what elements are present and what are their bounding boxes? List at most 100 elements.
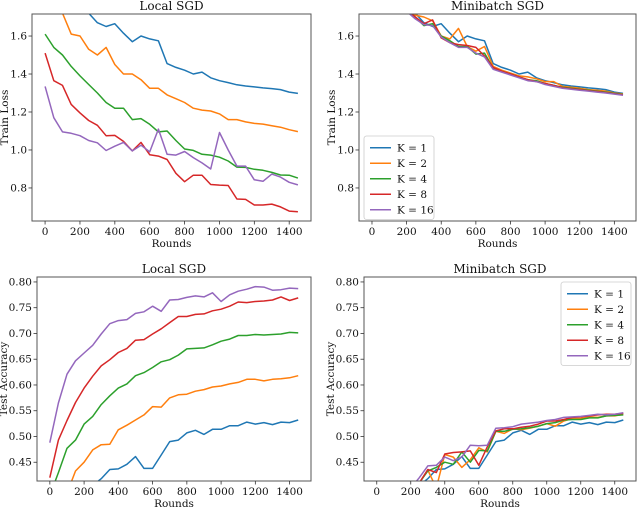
x-tick-label: 0 xyxy=(369,226,376,238)
series-line-k1 xyxy=(415,14,624,95)
series-line-k4 xyxy=(44,33,299,179)
y-tick-label: 0.45 xyxy=(336,457,359,469)
x-tick-label: 1000 xyxy=(533,486,560,498)
series-line-k2 xyxy=(419,413,624,481)
y-axis-label: Test Accuracy xyxy=(0,342,10,417)
series-line-k4 xyxy=(54,331,299,481)
series-line-k8 xyxy=(44,52,298,213)
x-tick-label: 200 xyxy=(70,226,90,238)
axes-frame xyxy=(358,13,637,222)
axes-frame xyxy=(363,276,637,482)
axes-frame xyxy=(31,13,312,222)
panel-3: 0 200 400 600 800 1000 1200 1400 0.45 0.50 0.55 0.6… xyxy=(325,262,637,508)
x-tick-label: 800 xyxy=(500,226,520,238)
legend-entry-label: K = 2 xyxy=(397,158,427,170)
y-tick-label: 1.4 xyxy=(337,69,354,81)
legend-entry-label: K = 4 xyxy=(594,320,624,332)
x-tick-label: 400 xyxy=(105,226,125,238)
y-axis-label: Train Loss xyxy=(0,90,11,146)
y-tick-label: 0.55 xyxy=(336,405,359,417)
y-tick-label: 1.0 xyxy=(337,144,354,156)
x-tick-label: 1400 xyxy=(601,226,628,238)
y-tick-label: 0.65 xyxy=(336,354,359,366)
x-tick-label: 800 xyxy=(503,486,523,498)
y-tick-label: 0.70 xyxy=(336,328,359,340)
y-tick-label: 1.2 xyxy=(10,106,27,118)
x-tick-label: 0 xyxy=(373,486,380,498)
x-tick-label: 1400 xyxy=(276,226,303,238)
y-tick-label: 1.6 xyxy=(337,31,354,43)
y-tick-label: 1.4 xyxy=(10,69,27,81)
y-tick-label: 1.6 xyxy=(10,31,27,43)
legend-entry-label: K = 4 xyxy=(397,174,427,186)
x-tick-label: 1400 xyxy=(276,486,303,498)
y-tick-label: 1.2 xyxy=(337,106,354,118)
x-tick-label: 200 xyxy=(74,486,94,498)
x-tick-label: 0 xyxy=(47,486,54,498)
series-line-k8 xyxy=(49,296,299,478)
legend-entry-label: K = 8 xyxy=(397,189,427,201)
legend-entry-label: K = 16 xyxy=(397,205,434,217)
y-tick-label: 0.8 xyxy=(337,182,354,194)
series-line-k16 xyxy=(415,412,624,481)
x-tick-label: 200 xyxy=(397,226,417,238)
x-tick-label: 0 xyxy=(42,226,49,238)
x-tick-label: 1000 xyxy=(206,226,233,238)
legend-box xyxy=(363,135,435,220)
x-tick-label: 600 xyxy=(140,226,160,238)
x-tick-label: 800 xyxy=(177,486,197,498)
panel-0: 0 200 400 600 800 1000 1200 1400 0.8 1.0 1.2 1.4 1.6… xyxy=(0,0,312,250)
legend: K = 1 K = 2 K = 4 K = 8 K = 16 xyxy=(560,281,632,366)
x-tick-label: 400 xyxy=(435,486,455,498)
x-tick-label: 1200 xyxy=(241,226,268,238)
x-tick-label: 1000 xyxy=(208,486,235,498)
axes-frame xyxy=(36,276,312,482)
series-line-k16 xyxy=(49,285,299,443)
y-tick-label: 0.80 xyxy=(336,276,359,288)
x-tick-label: 600 xyxy=(143,486,163,498)
x-axis-label: Rounds xyxy=(152,238,192,250)
legend-entry-label: K = 2 xyxy=(594,304,624,316)
series-line-k2 xyxy=(62,14,299,133)
x-tick-label: 600 xyxy=(466,226,486,238)
x-tick-label: 1400 xyxy=(601,486,628,498)
y-tick-label: 0.60 xyxy=(336,379,359,391)
chart-title: Minibatch SGD xyxy=(453,262,546,276)
series-line-k16 xyxy=(408,14,624,97)
chart-title: Minibatch SGD xyxy=(451,0,544,13)
x-tick-label: 1000 xyxy=(532,226,559,238)
y-tick-label: 0.65 xyxy=(9,354,32,366)
x-tick-label: 400 xyxy=(108,486,128,498)
series-line-k1 xyxy=(423,419,624,481)
x-axis-label: Rounds xyxy=(478,238,518,250)
panel-2: 0 200 400 600 800 1000 1200 1400 0.45 0.50 0.55 0.6… xyxy=(0,262,312,508)
x-tick-label: 800 xyxy=(175,226,195,238)
plot-area xyxy=(408,14,624,97)
x-tick-label: 1200 xyxy=(567,486,594,498)
series-line-k16 xyxy=(44,86,299,186)
y-tick-label: 1.0 xyxy=(10,144,27,156)
y-tick-label: 0.75 xyxy=(9,302,32,314)
y-tick-label: 0.8 xyxy=(10,182,27,194)
x-tick-label: 600 xyxy=(469,486,489,498)
x-tick-label: 400 xyxy=(431,226,451,238)
x-axis-label: Rounds xyxy=(480,498,520,508)
y-tick-label: 0.50 xyxy=(336,431,359,443)
x-tick-label: 1200 xyxy=(242,486,269,498)
legend: K = 1 K = 2 K = 4 K = 8 K = 16 xyxy=(363,135,435,220)
y-tick-label: 0.50 xyxy=(9,431,32,443)
series-line-k4 xyxy=(419,414,624,481)
legend-entry-label: K = 1 xyxy=(594,289,624,301)
legend-box xyxy=(560,281,632,366)
series-line-k1 xyxy=(97,419,299,481)
legend-entry-label: K = 1 xyxy=(397,143,427,155)
y-tick-label: 0.45 xyxy=(9,457,32,469)
panel-1: 0 200 400 600 800 1000 1200 1400 0.8 1.0 1.2 1.4 1.6… xyxy=(326,0,637,250)
y-axis-label: Train Loss xyxy=(326,90,338,146)
chart-title: Local SGD xyxy=(139,0,203,13)
y-tick-label: 0.75 xyxy=(336,302,359,314)
y-axis-label: Test Accuracy xyxy=(325,342,337,417)
legend-entry-label: K = 8 xyxy=(594,335,624,347)
y-tick-label: 0.60 xyxy=(9,379,32,391)
